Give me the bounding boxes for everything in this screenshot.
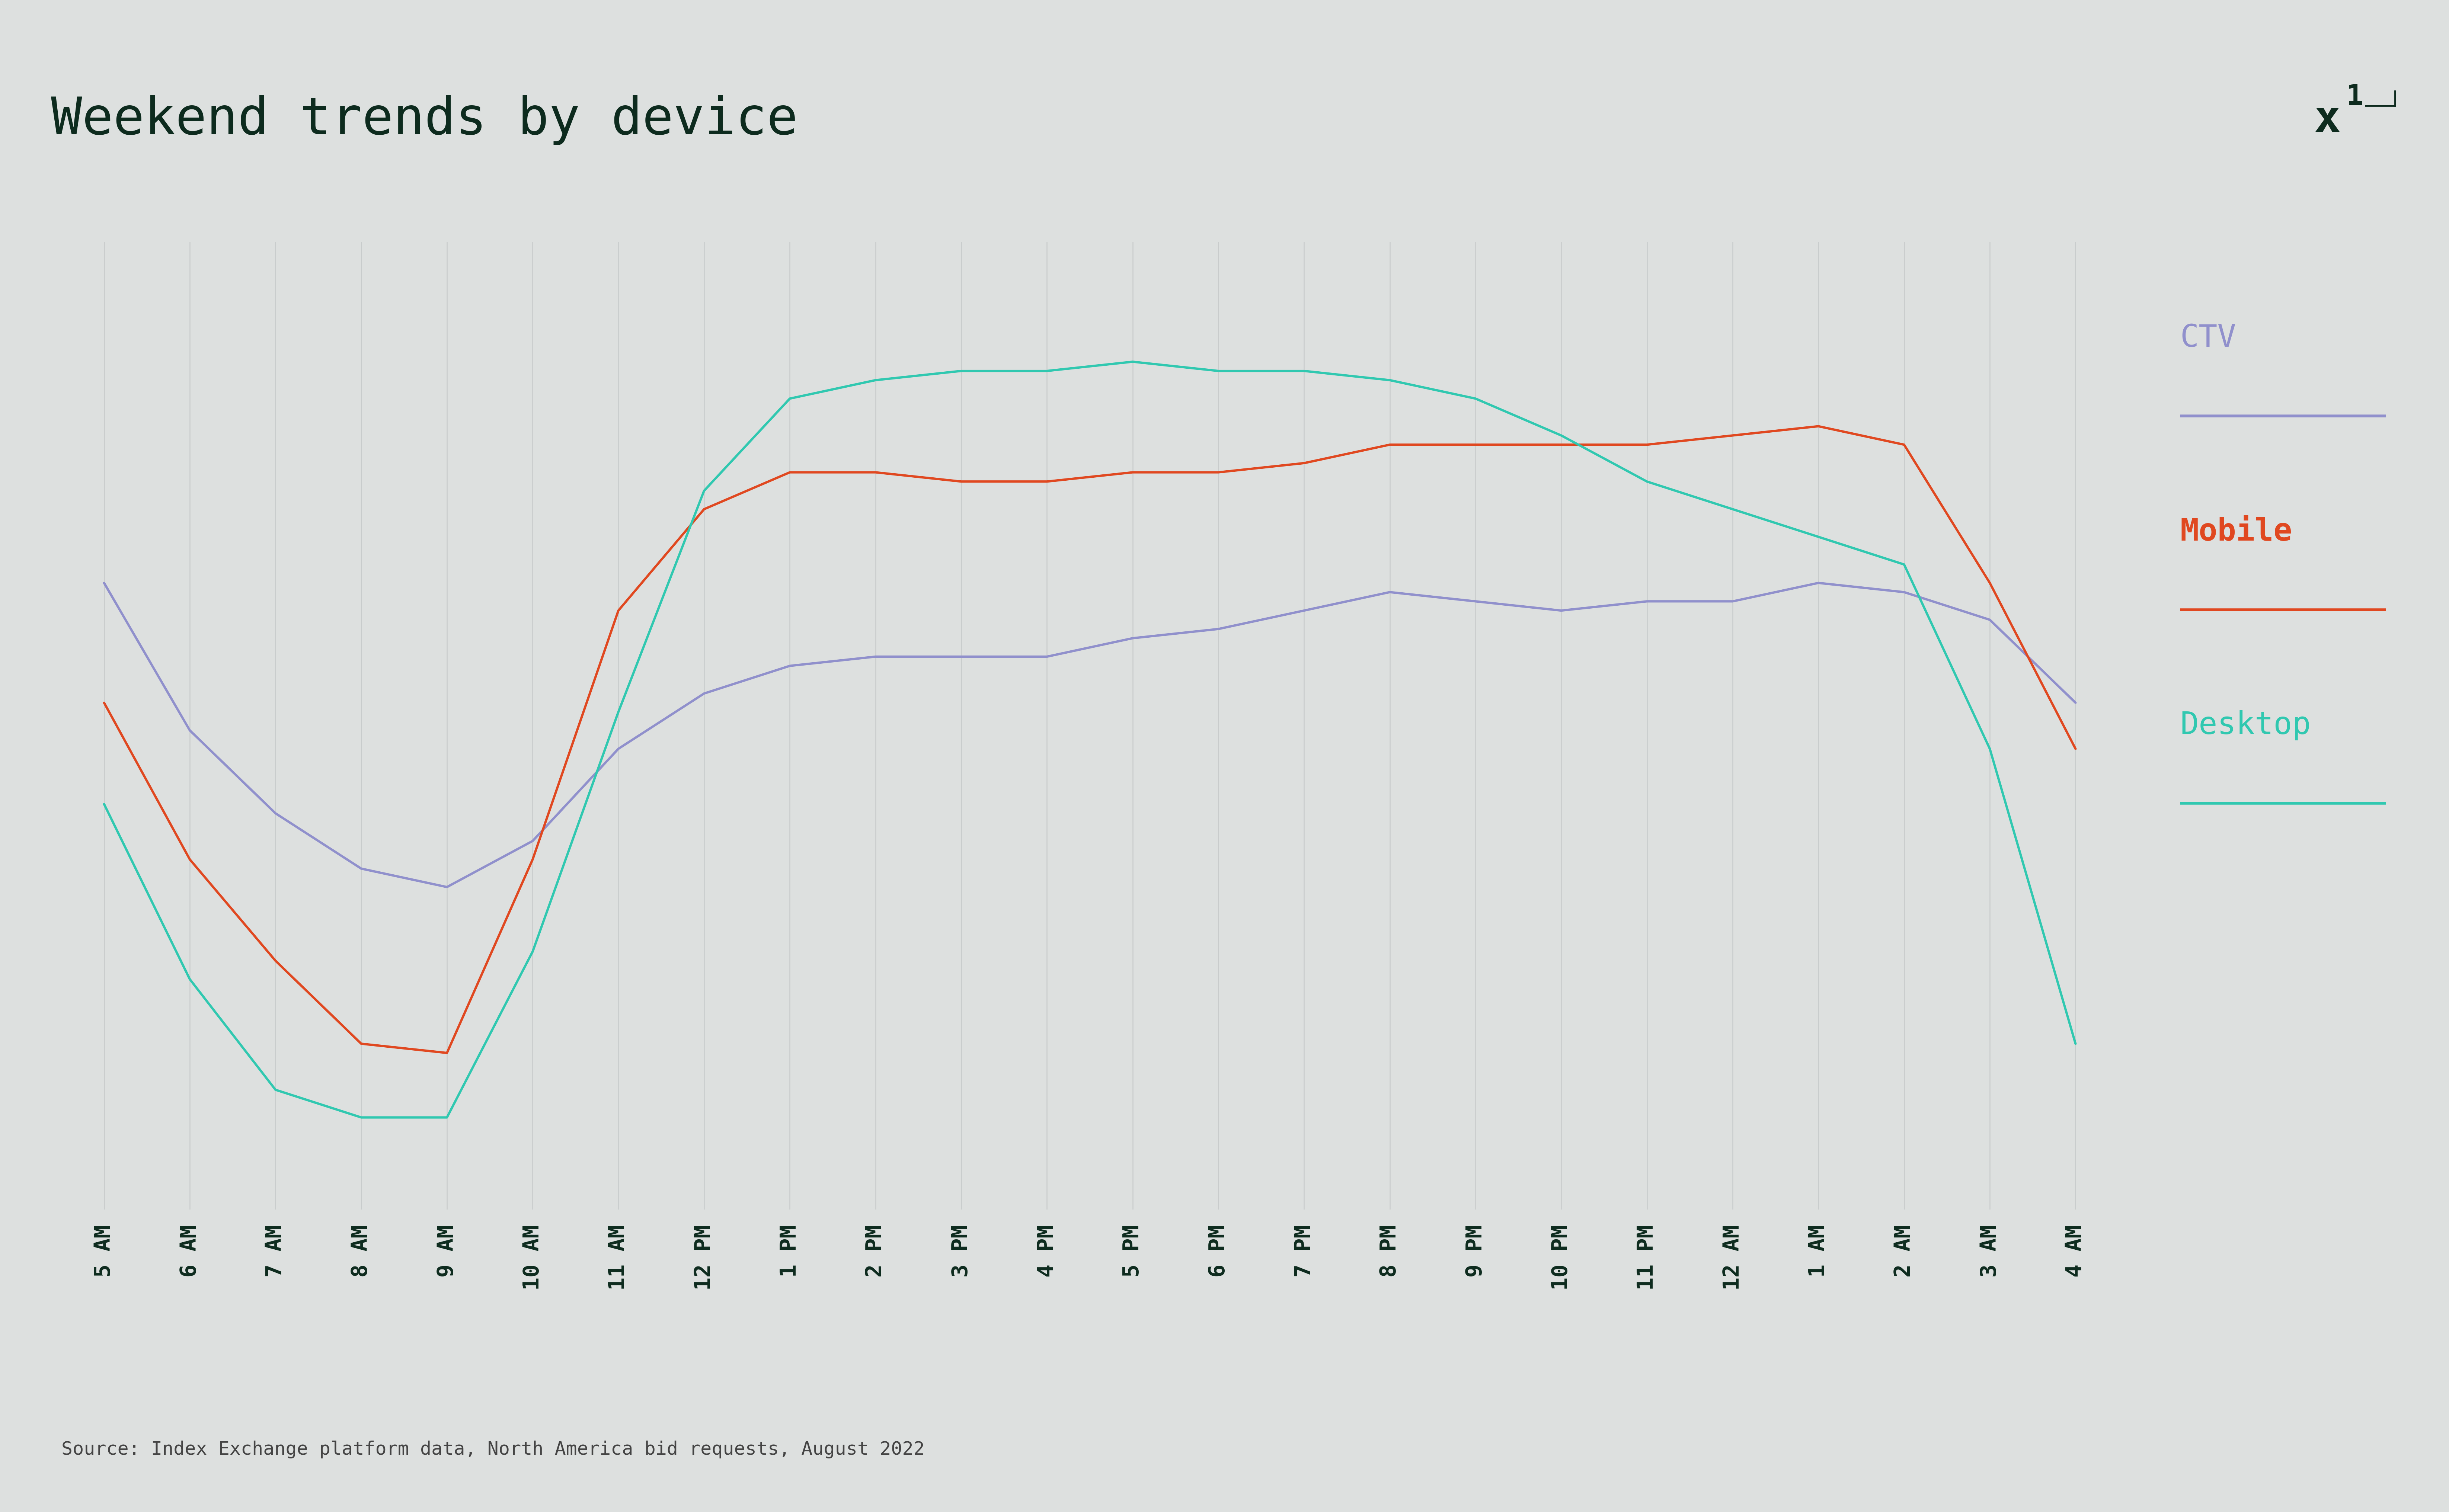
- Text: Desktop: Desktop: [2180, 711, 2312, 741]
- Text: Weekend trends by device: Weekend trends by device: [51, 95, 798, 145]
- Text: Mobile: Mobile: [2180, 517, 2292, 547]
- Text: CTV: CTV: [2180, 324, 2236, 354]
- Text: x: x: [2314, 98, 2341, 141]
- Text: 1: 1: [2346, 83, 2363, 110]
- Text: Source: Index Exchange platform data, North America bid requests, August 2022: Source: Index Exchange platform data, No…: [61, 1441, 923, 1458]
